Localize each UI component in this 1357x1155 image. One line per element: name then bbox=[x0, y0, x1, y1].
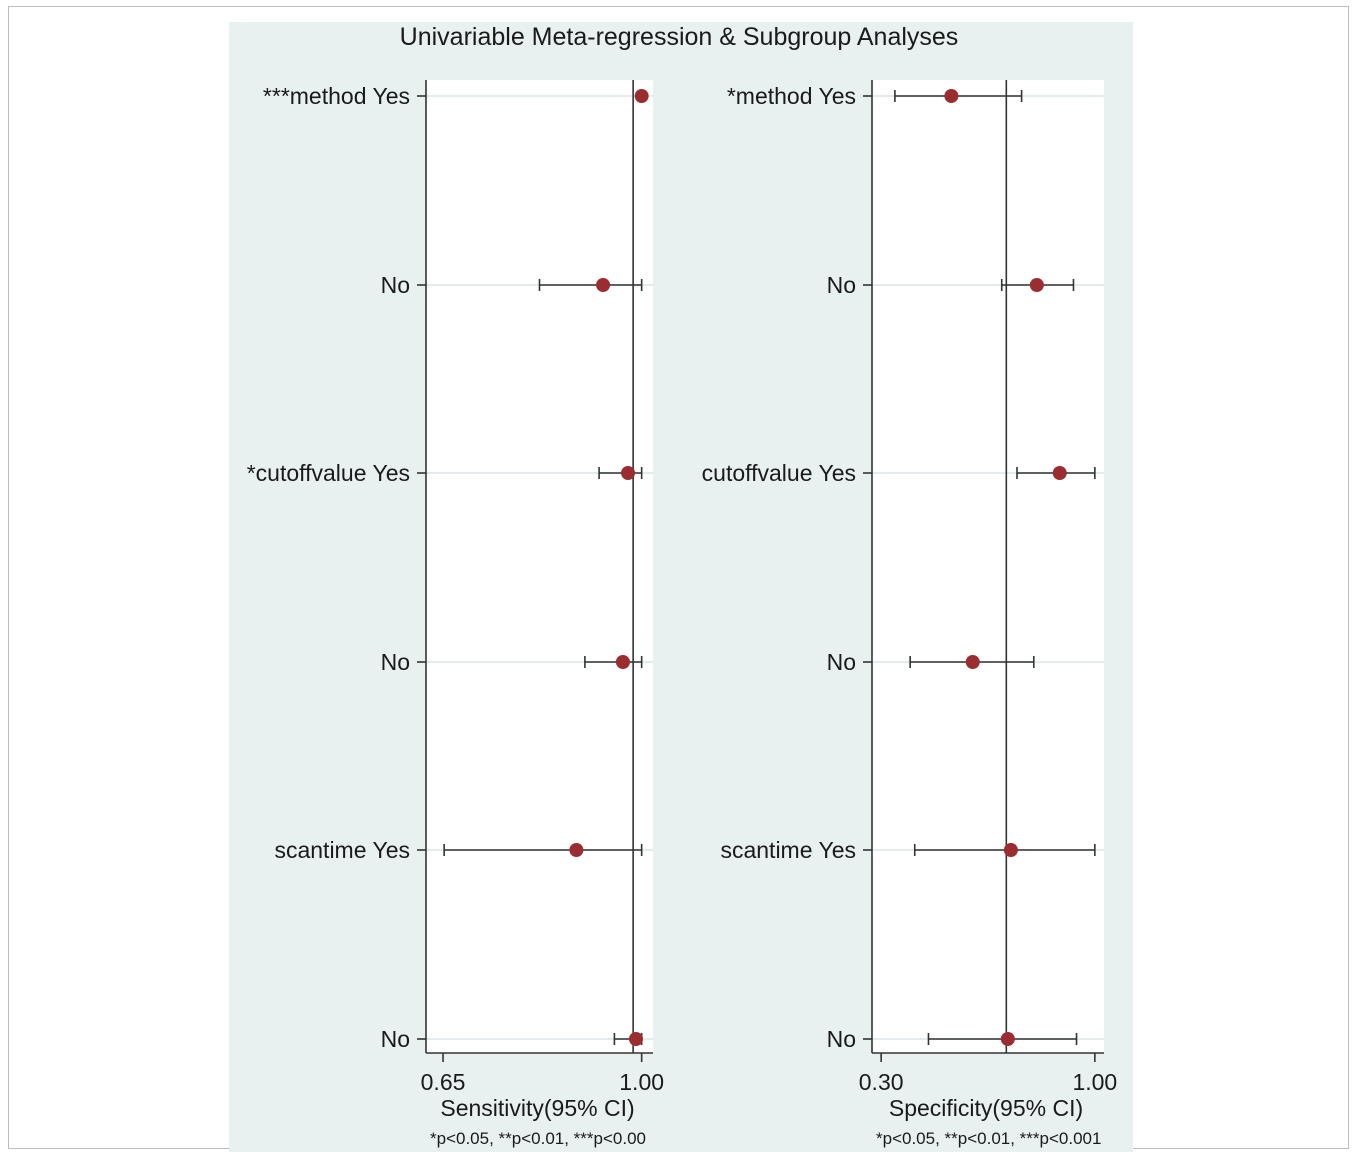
sensitivity-point-estimate bbox=[569, 843, 584, 857]
figure-title: Univariable Meta-regression & Subgroup A… bbox=[400, 23, 959, 51]
specificity-row-label: No bbox=[827, 1026, 856, 1052]
sensitivity-row-label: No bbox=[381, 649, 410, 675]
sensitivity-row-label: ***method Yes bbox=[263, 83, 410, 109]
specificity-row-label: scantime Yes bbox=[720, 837, 856, 863]
specificity-row-label: *method Yes bbox=[727, 83, 856, 109]
sensitivity-x-axis-label: Sensitivity(95% CI) bbox=[440, 1095, 634, 1121]
sensitivity-point-estimate bbox=[621, 466, 636, 480]
specificity-row-label: No bbox=[827, 272, 856, 298]
sensitivity-point-estimate bbox=[634, 89, 649, 103]
sensitivity-x-tick-label: 1.00 bbox=[619, 1069, 664, 1095]
sensitivity-row-label: scantime Yes bbox=[274, 837, 410, 863]
specificity-footnote: *p<0.05, **p<0.01, ***p<0.001 bbox=[876, 1129, 1101, 1148]
specificity-point-estimate bbox=[1003, 843, 1018, 857]
specificity-point-estimate bbox=[965, 655, 980, 669]
specificity-point-estimate bbox=[1000, 1032, 1015, 1046]
sensitivity-plot-area bbox=[426, 80, 653, 1053]
specificity-plot-area bbox=[872, 80, 1104, 1053]
sensitivity-point-estimate bbox=[615, 655, 630, 669]
specificity-x-tick-label: 1.00 bbox=[1072, 1069, 1117, 1095]
sensitivity-row-label: *cutoffvalue Yes bbox=[247, 460, 410, 486]
specificity-x-tick-label: 0.30 bbox=[859, 1069, 904, 1095]
specificity-x-axis-label: Specificity(95% CI) bbox=[889, 1095, 1083, 1121]
specificity-point-estimate bbox=[1052, 466, 1067, 480]
sensitivity-row-label: No bbox=[381, 1026, 410, 1052]
sensitivity-row-label: No bbox=[381, 272, 410, 298]
sensitivity-footnote: *p<0.05, **p<0.01, ***p<0.00 bbox=[430, 1129, 646, 1148]
specificity-point-estimate bbox=[1029, 278, 1044, 292]
sensitivity-point-estimate bbox=[628, 1032, 643, 1046]
sensitivity-point-estimate bbox=[596, 278, 611, 292]
specificity-row-label: No bbox=[827, 649, 856, 675]
specificity-row-label: cutoffvalue Yes bbox=[702, 460, 856, 486]
sensitivity-x-tick-label: 0.65 bbox=[421, 1069, 466, 1095]
specificity-point-estimate bbox=[944, 89, 959, 103]
